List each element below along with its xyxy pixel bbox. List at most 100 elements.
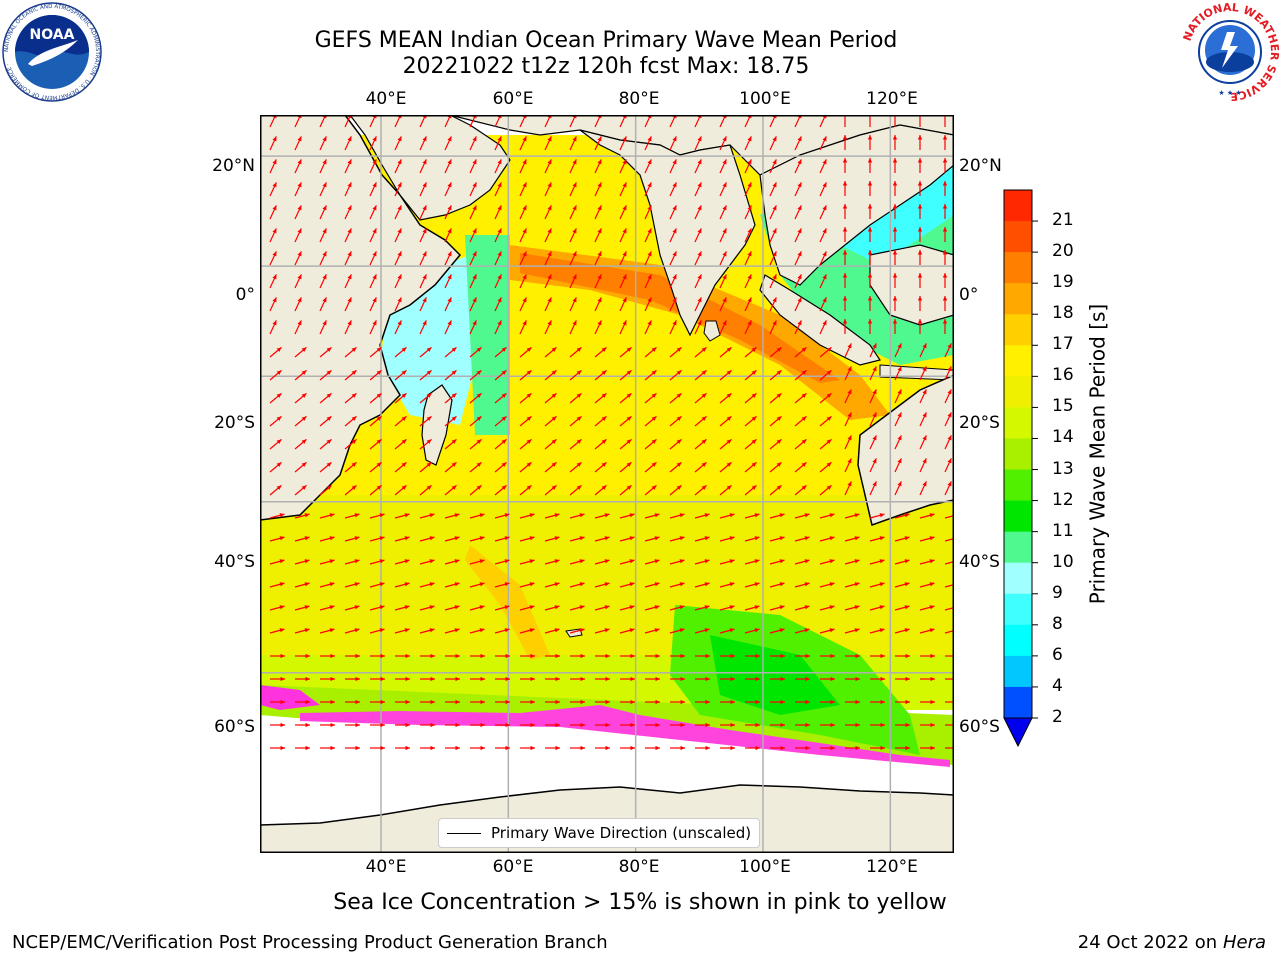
wave-arrow-head [679, 628, 685, 633]
wave-arrow-head [780, 699, 785, 705]
wave-arrow-head [597, 182, 602, 188]
wave-arrow-head [754, 536, 760, 541]
wave-arrow-head [805, 676, 810, 682]
wave-arrow-head [572, 320, 577, 326]
wave-arrow-head [854, 513, 860, 518]
wave-arrow-head [622, 320, 627, 326]
wave-arrow-head [305, 745, 310, 751]
wave-arrow-head [529, 513, 535, 518]
wave-arrow-head [379, 582, 385, 587]
wave-arrow-head [947, 366, 952, 372]
wave-arrow-head [626, 393, 632, 398]
wave-arrow-head [455, 653, 460, 659]
wave-arrow-head [279, 513, 285, 518]
wave-arrow-head [847, 343, 852, 349]
wave-arrow-head [947, 458, 952, 464]
wave-arrow-head [879, 582, 885, 587]
wave-arrow-head [322, 159, 327, 165]
wave-arrow-head [422, 297, 427, 303]
wave-arrow-head [397, 228, 402, 234]
wave-arrow-head [776, 347, 782, 352]
wave-arrow-head [305, 676, 310, 682]
wave-arrow-head [322, 136, 327, 142]
wave-arrow-head [676, 462, 682, 467]
wave-arrow-head [472, 251, 477, 257]
wave-arrow-head [697, 136, 702, 142]
wave-arrow-head [829, 628, 835, 633]
wave-arrow-head [755, 699, 760, 705]
wave-arrow-head [572, 251, 577, 257]
wave-arrow-head [505, 653, 510, 659]
wave-arrow-head [504, 582, 510, 587]
legend-label: Primary Wave Direction (unscaled) [491, 824, 752, 842]
wave-arrow-head [304, 582, 310, 587]
wave-arrow-head [379, 559, 385, 564]
wave-arrow-head [501, 393, 507, 398]
wave-arrow-head [555, 699, 560, 705]
wave-arrow-head [547, 159, 552, 165]
wave-arrow-head [855, 722, 860, 728]
wave-arrow-head [572, 274, 577, 280]
wave-arrow-head [401, 439, 407, 444]
wave-arrow-head [830, 722, 835, 728]
wave-arrow-head [672, 251, 677, 257]
wave-arrow-head [601, 347, 607, 352]
wave-arrow-head [730, 653, 735, 659]
wave-arrow-head [680, 745, 685, 751]
wave-arrow-head [579, 559, 585, 564]
wave-arrow-head [917, 273, 923, 278]
wave-arrow-head [797, 251, 802, 257]
wave-arrow-head [726, 439, 732, 444]
wave-arrow-head [892, 319, 898, 324]
wave-arrow-head [842, 296, 848, 301]
wave-arrow-head [422, 274, 427, 280]
wave-arrow-head [397, 297, 402, 303]
wave-arrow-head [397, 182, 402, 188]
wave-arrow-head [447, 205, 452, 211]
wave-arrow-head [754, 605, 760, 610]
wave-arrow-head [779, 513, 785, 518]
colorbar-segment [1004, 469, 1032, 502]
wave-arrow-head [404, 559, 410, 564]
wave-arrow-head [826, 370, 832, 375]
wave-arrow-head [504, 513, 510, 518]
wave-arrow-head [354, 582, 360, 587]
wave-arrow-head [447, 320, 452, 326]
wave-arrow-head [747, 297, 752, 303]
wave-arrow-head [704, 628, 710, 633]
wave-arrow-head [704, 536, 710, 541]
wave-arrow-head [547, 182, 552, 188]
wave-arrow-head [472, 136, 477, 142]
wave-arrow-head [554, 582, 560, 587]
wave-arrow-head [722, 205, 727, 211]
wave-arrow-head [917, 227, 923, 232]
wave-arrow-head [447, 159, 452, 165]
wave-arrow-head [547, 136, 552, 142]
wave-arrow-head [726, 462, 732, 467]
wave-arrow-head [830, 676, 835, 682]
wave-arrow-head [826, 393, 832, 398]
wave-arrow-head [551, 462, 557, 467]
wave-arrow-head [355, 653, 360, 659]
wave-arrow-head [904, 536, 910, 541]
wave-arrow-head [422, 228, 427, 234]
wave-arrow-head [280, 676, 285, 682]
wave-arrow-head [942, 227, 948, 232]
wave-arrow-head [701, 439, 707, 444]
wave-arrow-head [604, 536, 610, 541]
wave-arrow-head [272, 274, 277, 280]
wave-arrow-head [922, 389, 927, 395]
wave-arrow-head [676, 439, 682, 444]
wave-arrow-head [530, 699, 535, 705]
wave-arrow-head [547, 205, 552, 211]
wave-arrow-head [776, 485, 782, 490]
wave-arrow-head [730, 699, 735, 705]
wave-arrow-head [522, 297, 527, 303]
wave-arrow-head [501, 485, 507, 490]
map-canvas [260, 115, 954, 853]
wave-arrow-head [405, 653, 410, 659]
wave-arrow-head [755, 745, 760, 751]
wave-arrow-head [672, 159, 677, 165]
wave-arrow-head [404, 628, 410, 633]
wave-arrow-head [905, 676, 910, 682]
